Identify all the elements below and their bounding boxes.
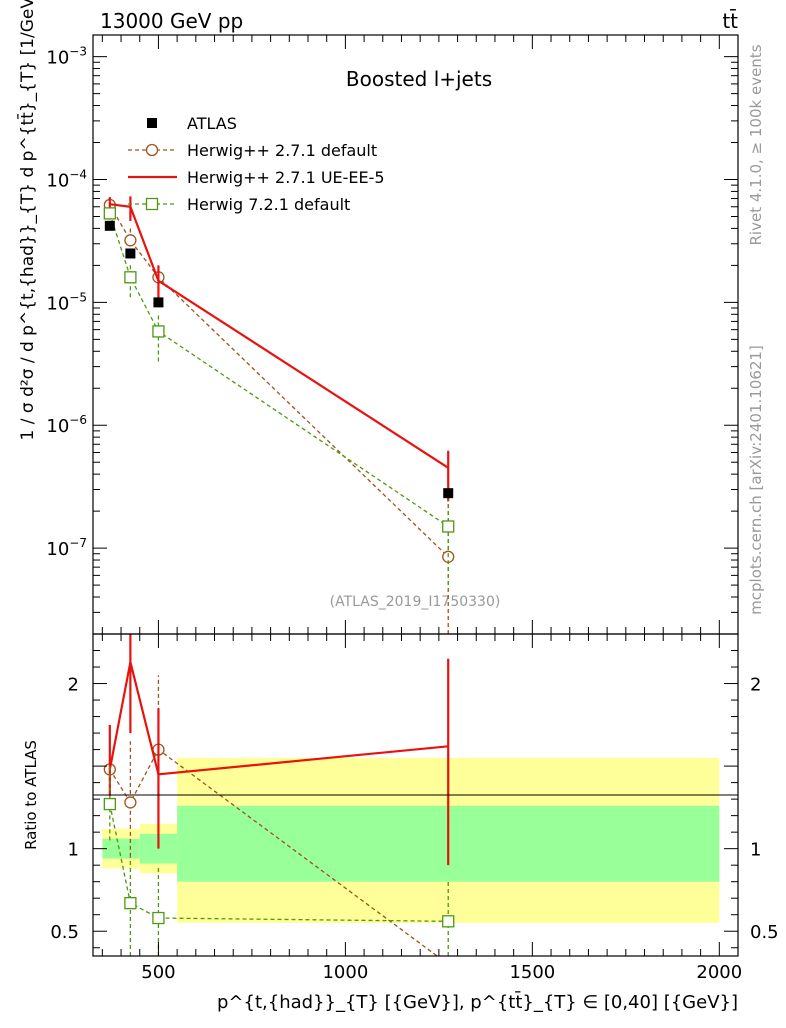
legend-herwig7-default-label: Herwig 7.2.1 default — [187, 195, 350, 214]
legend-herwigpp-default-marker — [145, 143, 159, 157]
y-tick-label-0: 10−3 — [46, 45, 87, 69]
ratio-line-herwig-2-7-1-ue-ee-5 — [108, 661, 449, 776]
point-herwig-7-2-1-default-3 — [442, 520, 455, 533]
point-atlas-2 — [153, 297, 164, 308]
x-tick-label-3: 2000 — [696, 962, 742, 983]
analysis-label: (ATLAS_2019_I1750330) — [330, 594, 501, 610]
axis-tick-labels: 10−3 10−4 10−5 10−6 10−7 2 2 1 1 0.5 0.5 500 1000 150… — [46, 45, 778, 983]
ratio-axis-label: Ratio to ATLAS — [22, 740, 40, 850]
point-atlas-0 — [104, 220, 115, 231]
ratio-point-herwig-7-2-1-default-0 — [103, 797, 116, 811]
ratio-uncertainty-bands — [102, 757, 720, 923]
ratio-point-herwig-7-2-1-default-2 — [152, 911, 165, 925]
ratio-tick-label-left-1: 1 — [68, 840, 79, 861]
legend-herwig7-default-marker — [145, 197, 159, 211]
legend-entry-herwigpp-ueee5: Herwig++ 2.7.1 UE-EE-5 — [128, 168, 385, 187]
series-atlas — [104, 220, 454, 499]
series-herwig-2-7-1-ue-ee-5 — [108, 196, 450, 502]
ratio-point-herwig-2-7-1-default-1 — [124, 796, 137, 809]
legend-entry-atlas: ATLAS — [147, 114, 237, 133]
y-axis-label: 1 / σ d²σ / d p^{t,{had}}_{T} d p^{tt̄}_… — [16, 0, 38, 440]
ratio-tick-label-left-0: 2 — [68, 675, 79, 696]
series-herwig-7-2-1-default — [103, 207, 455, 586]
rivet-version-label: Rivet 4.1.0, ≥ 100k events — [747, 44, 765, 245]
point-herwig-7-2-1-default-0 — [103, 207, 116, 220]
x-tick-label-0: 500 — [141, 962, 175, 983]
point-herwig-7-2-1-default-1 — [124, 271, 137, 284]
chart-title: Boosted l+jets — [346, 67, 492, 91]
legend-herwigpp-default-label: Herwig++ 2.7.1 default — [187, 141, 377, 160]
y-tick-label-1: 10−4 — [46, 168, 87, 192]
point-atlas-1 — [125, 248, 136, 259]
series-line-herwig-7-2-1-default — [109, 213, 449, 528]
legend-entry-herwigpp-default: Herwig++ 2.7.1 default — [128, 141, 377, 160]
ratio-tick-label-right-2: 0.5 — [750, 922, 779, 943]
legend-atlas-label: ATLAS — [187, 114, 237, 133]
ratio-line-herwig-7-2-1-default — [109, 803, 449, 922]
point-herwig-7-2-1-default-2 — [152, 325, 165, 338]
ratio-series-group — [103, 634, 455, 970]
x-tick-label-1: 1000 — [322, 962, 368, 983]
ratio-tick-label-left-2: 0.5 — [50, 922, 79, 943]
ratio-band-stat-0 — [102, 838, 122, 859]
mcplots-source-label: mcplots.cern.ch [arXiv:2401.10621] — [747, 345, 765, 615]
point-herwig-2-7-1-default-1 — [124, 234, 137, 247]
ratio-point-herwig-7-2-1-default-1 — [124, 897, 137, 910]
axis-ticks — [93, 35, 739, 956]
x-axis-label: p^{t,{had}}_{T} [{GeV}], p^{tt̄}_{T} ∈ [… — [217, 991, 738, 1013]
series-line-herwig-2-7-1-default — [109, 204, 449, 558]
series-line-herwig-2-7-1-ue-ee-5 — [109, 203, 449, 469]
header-left-label: 13000 GeV pp — [100, 9, 243, 33]
ratio-tick-label-right-0: 2 — [750, 675, 761, 696]
y-tick-label-4: 10−7 — [46, 536, 87, 560]
ratio-tick-label-right-1: 1 — [750, 840, 761, 861]
y-tick-label-3: 10−6 — [46, 413, 87, 437]
main-series-group — [103, 196, 455, 634]
legend-entry-herwig7-default: Herwig 7.2.1 default — [128, 195, 350, 214]
ratio-point-herwig-2-7-1-default-3 — [443, 959, 454, 970]
x-tick-label-2: 1500 — [509, 962, 555, 983]
point-atlas-3 — [443, 488, 454, 499]
legend-atlas-marker — [147, 118, 157, 128]
ratio-panel-frame — [92, 633, 739, 957]
legend-herwigpp-ueee5-label: Herwig++ 2.7.1 UE-EE-5 — [187, 168, 385, 187]
y-tick-label-2: 10−5 — [46, 290, 87, 314]
header-right-label: tt̄ — [722, 8, 738, 33]
ratio-point-herwig-7-2-1-default-3 — [442, 915, 455, 928]
ratio-series-herwig-7-2-1-default — [103, 766, 455, 956]
legend: ATLAS Herwig++ 2.7.1 default Herwig++ 2.… — [128, 114, 385, 214]
series-herwig-2-7-1-default — [103, 198, 455, 634]
